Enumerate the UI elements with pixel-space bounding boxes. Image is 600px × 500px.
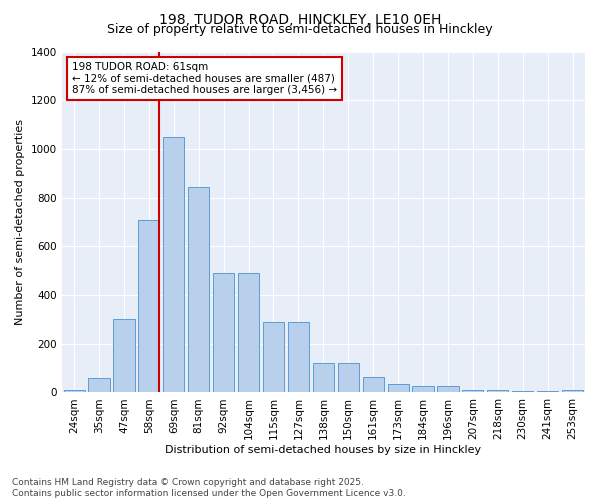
- Bar: [487, 390, 508, 392]
- Text: 198, TUDOR ROAD, HINCKLEY, LE10 0EH: 198, TUDOR ROAD, HINCKLEY, LE10 0EH: [159, 12, 441, 26]
- Text: 198 TUDOR ROAD: 61sqm
← 12% of semi-detached houses are smaller (487)
87% of sem: 198 TUDOR ROAD: 61sqm ← 12% of semi-deta…: [72, 62, 337, 95]
- Bar: [213, 273, 234, 392]
- Text: Contains HM Land Registry data © Crown copyright and database right 2025.
Contai: Contains HM Land Registry data © Crown c…: [12, 478, 406, 498]
- Bar: [562, 390, 583, 392]
- Bar: [113, 320, 134, 392]
- Bar: [188, 186, 209, 392]
- Bar: [263, 322, 284, 392]
- Y-axis label: Number of semi-detached properties: Number of semi-detached properties: [15, 119, 25, 325]
- Bar: [537, 391, 558, 392]
- X-axis label: Distribution of semi-detached houses by size in Hinckley: Distribution of semi-detached houses by …: [165, 445, 481, 455]
- Bar: [437, 386, 458, 392]
- Bar: [388, 384, 409, 392]
- Bar: [512, 391, 533, 392]
- Bar: [362, 376, 384, 392]
- Text: Size of property relative to semi-detached houses in Hinckley: Size of property relative to semi-detach…: [107, 22, 493, 36]
- Bar: [88, 378, 110, 392]
- Bar: [288, 322, 309, 392]
- Bar: [64, 390, 85, 392]
- Bar: [238, 273, 259, 392]
- Bar: [313, 363, 334, 392]
- Bar: [412, 386, 434, 392]
- Bar: [163, 136, 184, 392]
- Bar: [338, 363, 359, 392]
- Bar: [138, 220, 160, 392]
- Bar: [462, 390, 484, 392]
